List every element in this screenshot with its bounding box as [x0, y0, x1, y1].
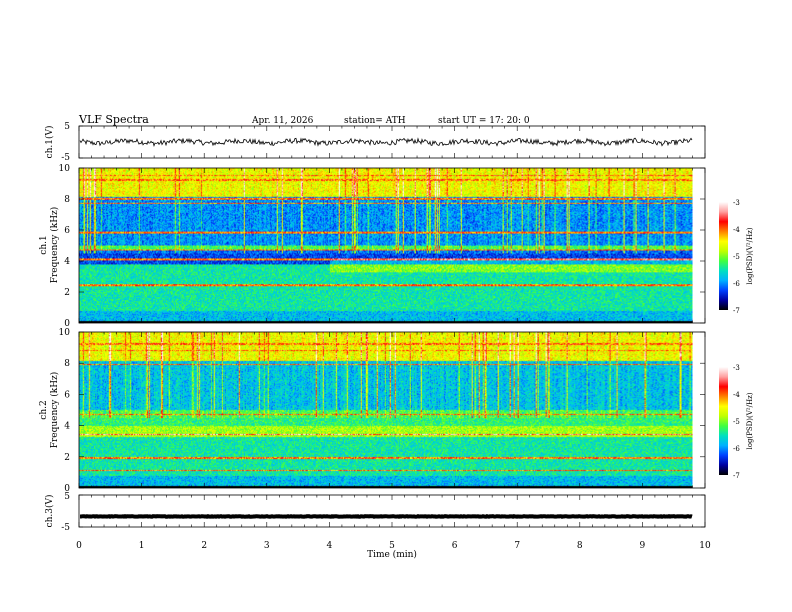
ch1-ytick-label: 10 [59, 164, 71, 174]
ch2-spectrogram-image [79, 332, 693, 488]
ch2-colorbar-label: log(PSD)(V²/Hz) [746, 392, 754, 449]
ch1-colorbar-tick: -7 [733, 307, 740, 315]
ch1-colorbar-tick: -3 [733, 199, 740, 207]
ch1-ytick-label: 6 [64, 226, 70, 236]
ch2-ytick-label: 6 [64, 390, 70, 400]
ch1-spectrogram-panel: 0 2 4 6 8 10 ch.1 Frequency (kHz) [39, 164, 706, 329]
x-tick-label: 7 [514, 541, 520, 551]
ch2-ytick-label: 4 [64, 422, 70, 432]
ch2-ytick-label: 2 [64, 453, 70, 463]
ch1-colorbar-scale [719, 202, 728, 310]
ch3-ytick-bottom: -5 [61, 523, 70, 533]
ch2-colorbar-tick: -3 [733, 364, 740, 372]
ch2-colorbar: -3 -4 -5 -6 -7 log(PSD)(V²/Hz) [719, 364, 754, 480]
ch2-colorbar-tick: -4 [733, 391, 740, 399]
x-tick-label: 4 [327, 541, 333, 551]
ch1-ytick-label: 4 [64, 257, 70, 267]
ch2-spectrogram-panel: 0 2 4 6 8 10 ch.2 Frequency (kHz) [39, 328, 706, 494]
ch1-spec-ylabel-channel: ch.1 [39, 235, 49, 254]
ch1-waveform-line [79, 137, 693, 147]
ch3-waveform-line [80, 514, 693, 519]
x-tick-label: 3 [264, 541, 270, 551]
ch2-colorbar-tick: -7 [733, 472, 740, 480]
ch2-ytick-label: 8 [64, 359, 70, 369]
x-axis-label: Time (min) [367, 549, 417, 560]
ch1-spectrogram-image [79, 168, 693, 323]
ch2-colorbar-tick: -5 [733, 418, 740, 426]
x-tick-label: 10 [699, 541, 711, 551]
ch1-ytick-bottom: -5 [61, 153, 70, 163]
ch2-ytick-label: 10 [59, 328, 71, 338]
ch1-colorbar-tick: -4 [733, 226, 740, 234]
ch3-ytick-top: 5 [64, 492, 70, 502]
ch1-colorbar-tick: -6 [733, 280, 740, 288]
ch2-spec-ylabel-frequency: Frequency (kHz) [49, 372, 60, 449]
start-time-label: start UT = 17: 20: 0 [438, 116, 530, 126]
time-axis: 0 1 2 3 4 5 6 7 8 9 10 [76, 126, 711, 551]
station-label: station= ATH [344, 116, 406, 126]
date-label: Apr. 11, 2026 [251, 116, 314, 126]
ch1-ytick-label: 0 [64, 319, 70, 329]
x-tick-label: 5 [389, 541, 395, 551]
ch1-ylabel: ch.1(V) [44, 126, 55, 159]
figure-title: VLF Spectra [78, 113, 149, 126]
ch3-waveform-panel: 5 -5 ch.3(V) [44, 492, 706, 533]
ch1-colorbar-label: log(PSD)(V²/Hz) [746, 227, 754, 284]
ch1-waveform-panel: 5 -5 ch.1(V) [44, 122, 706, 163]
x-tick-label: 1 [139, 541, 145, 551]
ch2-colorbar-scale [719, 367, 728, 475]
ch1-ytick-label: 2 [64, 288, 70, 298]
ch1-ytick-label: 8 [64, 195, 70, 205]
x-tick-label: 2 [201, 541, 207, 551]
x-tick-label: 8 [577, 541, 583, 551]
x-tick-label: 9 [640, 541, 646, 551]
ch3-ylabel: ch.3(V) [44, 495, 55, 528]
ch1-colorbar: -3 -4 -5 -6 -7 log(PSD)(V²/Hz) [719, 199, 754, 315]
ch1-ytick-top: 5 [64, 122, 70, 132]
ch1-spec-ylabel-frequency: Frequency (kHz) [49, 207, 60, 284]
x-tick-label: 0 [76, 541, 82, 551]
x-tick-label: 6 [452, 541, 458, 551]
ch2-colorbar-tick: -6 [733, 445, 740, 453]
ch1-colorbar-tick: -5 [733, 253, 740, 261]
ch2-spec-ylabel-channel: ch.2 [39, 400, 49, 419]
ch2-ytick-label: 0 [64, 484, 70, 494]
